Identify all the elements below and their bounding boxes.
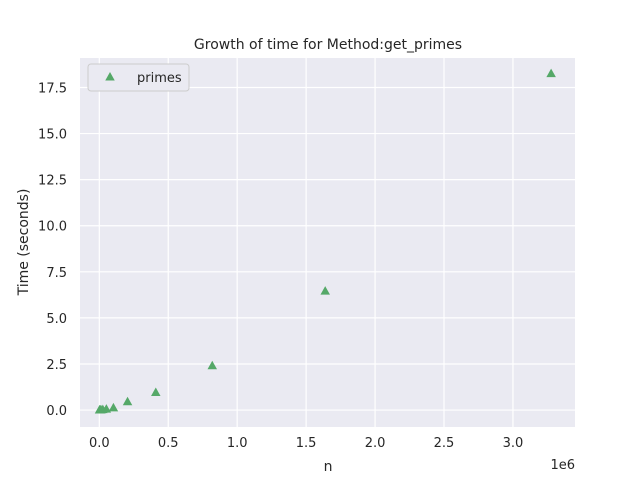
x-tick-labels: 0.0 0.5 1.0 1.5 2.0 2.5 3.0 <box>89 436 523 451</box>
data-point-primes <box>122 396 133 406</box>
x-tick-label: 1.0 <box>227 436 248 451</box>
data-point-primes <box>546 68 556 78</box>
data-point-primes <box>101 404 112 413</box>
x-offset-text: 1e6 <box>550 458 575 473</box>
y-gridlines <box>80 86 575 411</box>
y-tick-label: 12.5 <box>38 174 67 189</box>
y-tick-label: 0.0 <box>46 404 67 419</box>
data-point-primes <box>108 402 119 412</box>
x-tick-label: 3.0 <box>503 436 524 451</box>
y-tick-labels: 0.0 2.5 5.0 7.5 10.0 12.5 15.0 17.5 <box>38 81 67 419</box>
legend[interactable]: primes <box>87 63 190 92</box>
y-tick-label: 7.5 <box>46 266 67 281</box>
x-gridlines <box>98 58 514 427</box>
data-point-primes <box>207 360 218 370</box>
legend-label-primes: primes <box>137 71 182 86</box>
data-points <box>94 68 556 414</box>
plot-area <box>80 58 575 427</box>
y-tick-label: 2.5 <box>46 358 67 373</box>
x-tick-label: 0.5 <box>158 436 179 451</box>
y-tick-label: 17.5 <box>38 81 67 96</box>
x-tick-label: 2.5 <box>434 436 455 451</box>
y-tick-label: 10.0 <box>38 220 67 235</box>
y-tick-label: 5.0 <box>46 312 67 327</box>
x-tick-label: 2.0 <box>365 436 386 451</box>
legend-marker-triangle-icon <box>105 72 115 81</box>
data-point-primes <box>320 286 330 295</box>
chart-title: Growth of time for Method:get_primes <box>194 37 462 53</box>
legend-frame <box>87 63 190 92</box>
x-axis-label: n <box>324 459 333 475</box>
y-axis-label: Time (seconds) <box>16 189 32 297</box>
y-tick-label: 15.0 <box>38 128 67 143</box>
data-point-primes <box>151 387 161 397</box>
x-tick-label: 1.5 <box>296 436 317 451</box>
x-tick-label: 0.0 <box>89 436 110 451</box>
